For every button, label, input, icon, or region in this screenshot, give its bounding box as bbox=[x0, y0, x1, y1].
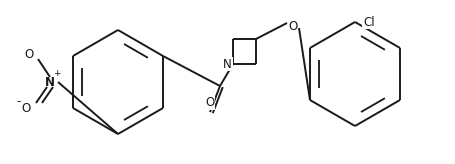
Text: O: O bbox=[22, 102, 31, 114]
Text: O: O bbox=[205, 96, 215, 109]
Text: O: O bbox=[288, 20, 298, 32]
Text: O: O bbox=[25, 48, 34, 61]
Text: N: N bbox=[45, 75, 55, 89]
Text: N: N bbox=[223, 58, 232, 71]
Text: +: + bbox=[53, 70, 61, 79]
Text: -: - bbox=[17, 95, 21, 109]
Text: Cl: Cl bbox=[363, 16, 374, 29]
